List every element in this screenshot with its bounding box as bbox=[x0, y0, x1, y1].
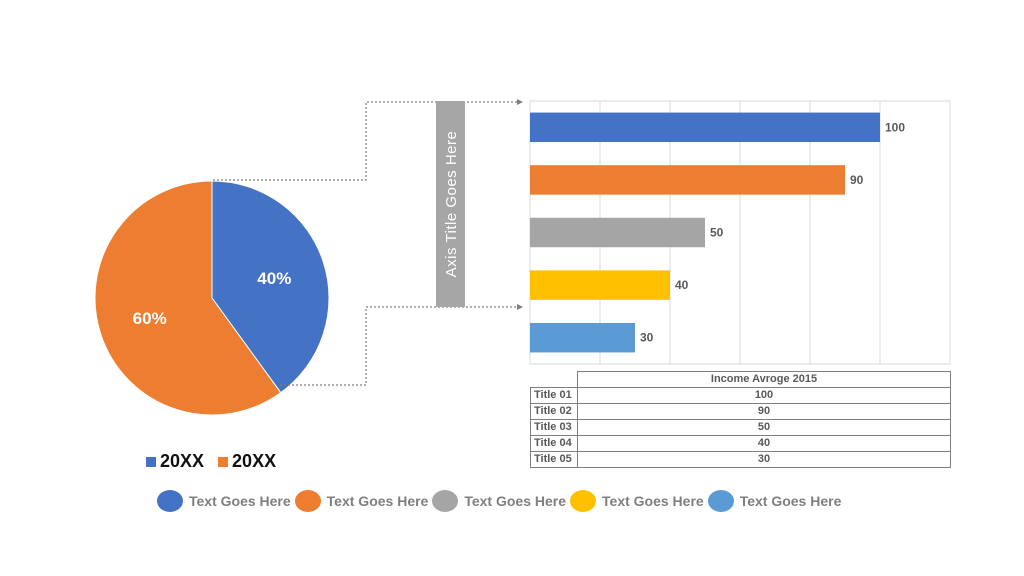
table-row: Title 01 100 bbox=[530, 387, 951, 404]
row-label: Title 01 bbox=[530, 387, 578, 404]
data-table: Income Avroge 2015 Title 01 100 Title 02… bbox=[530, 371, 951, 468]
pie-legend-item: 20XX bbox=[146, 451, 204, 472]
bottom-legend-item: Text Goes Here bbox=[432, 490, 566, 512]
bar bbox=[530, 165, 845, 195]
row-value: 50 bbox=[577, 419, 951, 436]
row-value: 90 bbox=[577, 403, 951, 420]
bottom-legend-item: Text Goes Here bbox=[570, 490, 704, 512]
bar-value-label: 30 bbox=[640, 331, 654, 345]
bar-value-label: 50 bbox=[710, 226, 724, 240]
pie-chart: 40% 60% bbox=[94, 180, 330, 416]
bar-chart: 100 90 50 40 30 bbox=[529, 100, 951, 365]
legend-dot bbox=[157, 490, 183, 512]
row-value: 30 bbox=[577, 451, 951, 468]
bar bbox=[530, 217, 705, 248]
legend-swatch bbox=[218, 456, 229, 467]
bar-value-label: 100 bbox=[885, 120, 905, 134]
pie-legend: 20XX 20XX bbox=[146, 451, 276, 472]
table-row: Title 03 50 bbox=[530, 419, 951, 436]
pie-legend-item: 20XX bbox=[218, 451, 276, 472]
bottom-legend: Text Goes Here Text Goes Here Text Goes … bbox=[157, 490, 841, 512]
pie-slice bbox=[94, 180, 282, 416]
row-label: Title 05 bbox=[530, 451, 578, 468]
legend-dot bbox=[294, 490, 321, 512]
bottom-legend-item: Text Goes Here bbox=[294, 490, 429, 512]
connector-lines bbox=[213, 99, 523, 386]
row-label: Title 04 bbox=[530, 435, 578, 452]
bottom-legend-label: Text Goes Here bbox=[602, 493, 704, 509]
table-row: Title 04 40 bbox=[530, 435, 951, 452]
bar bbox=[530, 270, 670, 300]
table-row: Title 05 30 bbox=[530, 451, 951, 468]
bottom-legend-item: Text Goes Here bbox=[157, 490, 291, 512]
bar-value-label: 40 bbox=[675, 278, 689, 292]
row-value: 100 bbox=[577, 387, 951, 404]
table-header-row: Income Avroge 2015 bbox=[530, 371, 951, 388]
legend-swatch bbox=[146, 456, 156, 467]
pie-legend-label: 20XX bbox=[232, 451, 277, 471]
pie-slice-label: 40% bbox=[257, 269, 291, 288]
table-header: Income Avroge 2015 bbox=[577, 371, 951, 388]
table-row: Title 02 90 bbox=[530, 403, 951, 420]
axis-title-box: Axis Title Goes Here bbox=[436, 101, 465, 307]
bottom-legend-label: Text Goes Here bbox=[189, 493, 291, 509]
legend-dot bbox=[432, 490, 459, 512]
row-label: Title 03 bbox=[530, 419, 578, 436]
axis-title: Axis Title Goes Here bbox=[443, 131, 460, 278]
bar-value-label: 90 bbox=[850, 173, 864, 187]
legend-dot bbox=[707, 490, 734, 512]
bar bbox=[530, 112, 880, 143]
pie-legend-label: 20XX bbox=[160, 451, 205, 471]
row-label: Title 02 bbox=[530, 403, 578, 420]
legend-dot bbox=[570, 490, 597, 512]
bottom-legend-label: Text Goes Here bbox=[464, 493, 567, 509]
row-value: 40 bbox=[577, 435, 951, 452]
bar bbox=[530, 322, 635, 353]
pie-slice bbox=[211, 180, 330, 394]
bottom-legend-label: Text Goes Here bbox=[739, 493, 842, 509]
pie-slice-label: 60% bbox=[133, 309, 167, 328]
table-corner bbox=[530, 371, 578, 388]
bottom-legend-label: Text Goes Here bbox=[326, 493, 429, 509]
bottom-legend-item: Text Goes Here bbox=[707, 490, 842, 512]
